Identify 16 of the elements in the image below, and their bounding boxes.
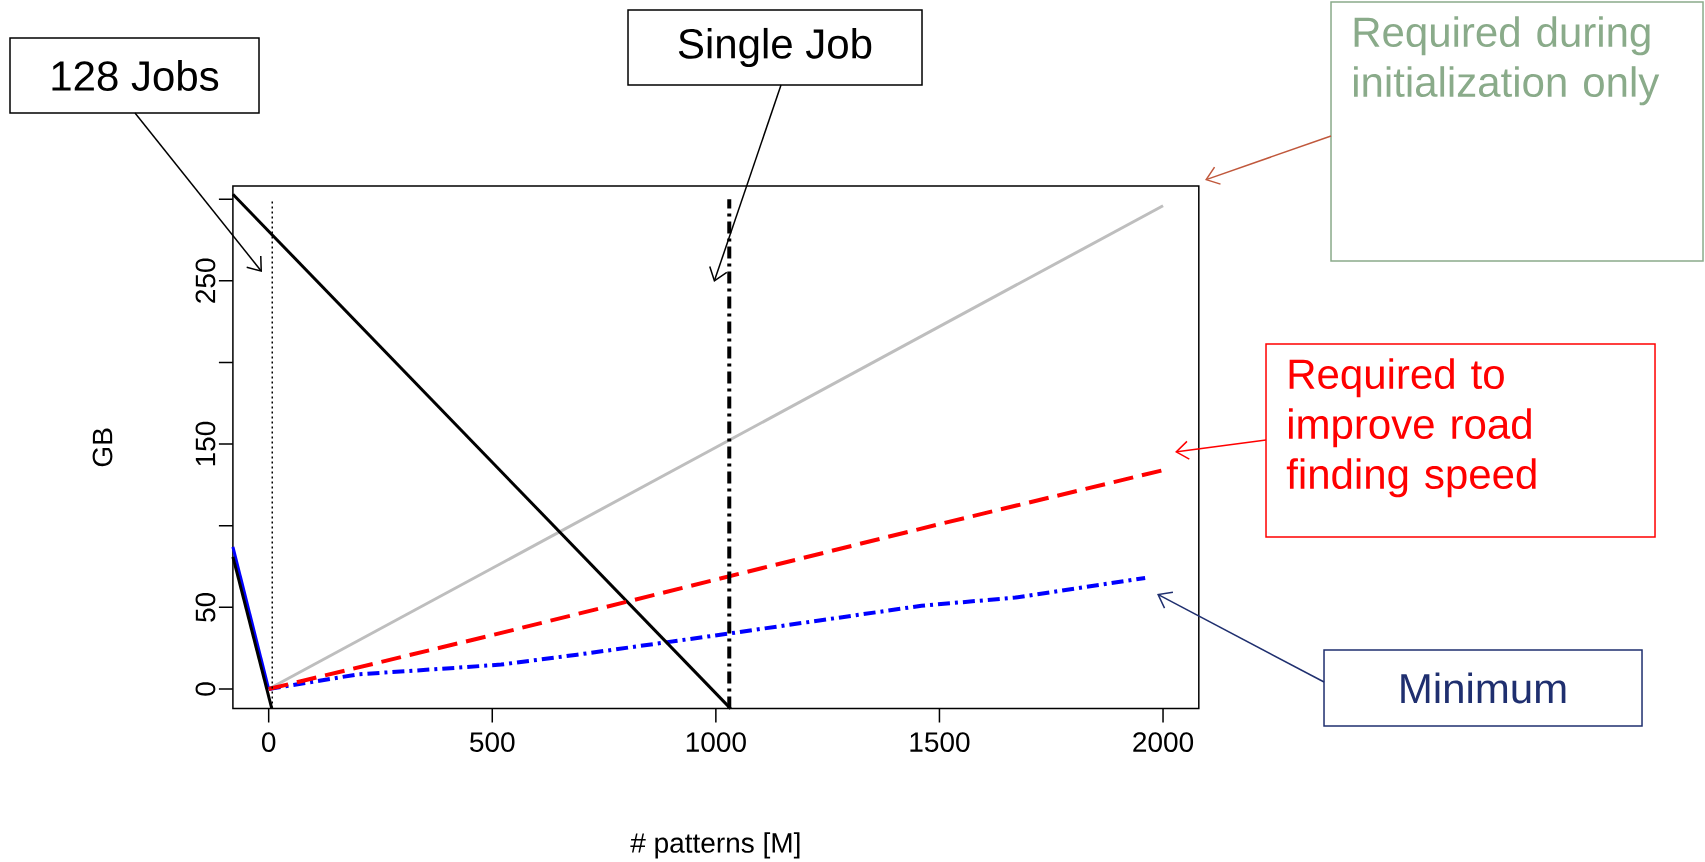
text: Required to improve road finding speed — [1286, 358, 1536, 498]
y-tick-label: 0 — [195, 682, 216, 696]
text: Minimum — [1401, 672, 1566, 704]
x-tick-label: 1500 — [910, 732, 970, 753]
text: Required during initialization only — [1354, 16, 1660, 106]
x-tick-label: 500 — [470, 732, 515, 753]
x-tick-label: 0 — [261, 732, 276, 753]
x-axis-title: # patterns [M] — [630, 832, 800, 859]
x-tick-label: 1000 — [686, 732, 746, 753]
y-axis-title: GB — [92, 428, 113, 467]
text: 128 Jobs — [52, 60, 219, 92]
y-tick-label: 150 — [195, 421, 216, 466]
y-tick-label: 250 — [195, 258, 216, 303]
x-tick-label: 2000 — [1133, 732, 1194, 753]
text: Single Job — [678, 28, 872, 68]
y-tick-label: 50 — [195, 593, 216, 622]
